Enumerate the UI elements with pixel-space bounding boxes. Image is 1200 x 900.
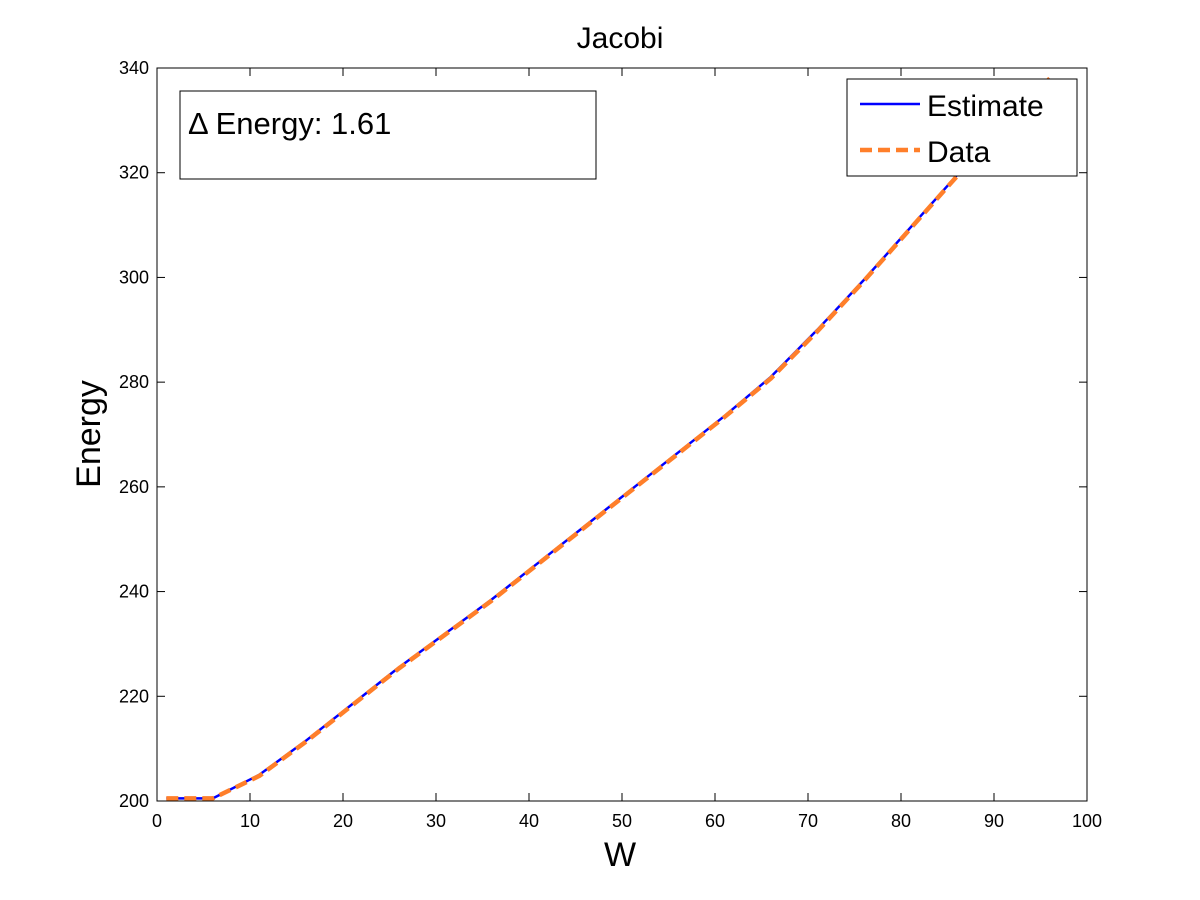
y-tick-label: 200 (119, 791, 149, 811)
annotation-text: Δ Energy: 1.61 (188, 106, 391, 141)
y-tick-label: 240 (119, 582, 149, 602)
x-tick-label: 30 (426, 811, 446, 831)
x-tick-label: 50 (612, 811, 632, 831)
y-tick-label: 220 (119, 686, 149, 706)
y-tick-label: 340 (119, 58, 149, 78)
x-tick-label: 10 (240, 811, 260, 831)
x-tick-label: 90 (984, 811, 1004, 831)
x-axis-ticks: 0 10 20 30 40 50 60 70 80 90 100 (152, 68, 1102, 831)
x-tick-label: 80 (891, 811, 911, 831)
x-tick-label: 40 (519, 811, 539, 831)
x-tick-label: 70 (798, 811, 818, 831)
legend-label-estimate: Estimate (927, 90, 1044, 123)
x-tick-label: 0 (152, 811, 162, 831)
y-tick-label: 320 (119, 163, 149, 183)
plot-background (157, 68, 1087, 801)
y-axis-label: Energy (70, 380, 108, 488)
y-tick-label: 260 (119, 477, 149, 497)
legend-frame (846, 78, 1078, 177)
y-tick-label: 300 (119, 267, 149, 287)
series-line-data (166, 76, 1052, 801)
x-axis-label: W (604, 836, 636, 874)
legend: Estimate Data (846, 78, 1078, 177)
y-tick-label: 280 (119, 372, 149, 392)
legend-label-data: Data (927, 136, 991, 169)
annotation-frame (179, 90, 597, 180)
plot-area: 0 10 20 30 40 50 60 70 80 90 100 200 220 240 260 280 30… (119, 58, 1102, 831)
annotation-box: Δ Energy: 1.61 (179, 90, 597, 180)
series-layer (166, 76, 1052, 801)
x-tick-label: 60 (705, 811, 725, 831)
x-tick-label: 20 (333, 811, 353, 831)
x-tick-label: 100 (1072, 811, 1102, 831)
chart-title: Jacobi (577, 22, 664, 55)
y-axis-ticks: 200 220 240 260 280 300 320 340 (119, 58, 1087, 811)
